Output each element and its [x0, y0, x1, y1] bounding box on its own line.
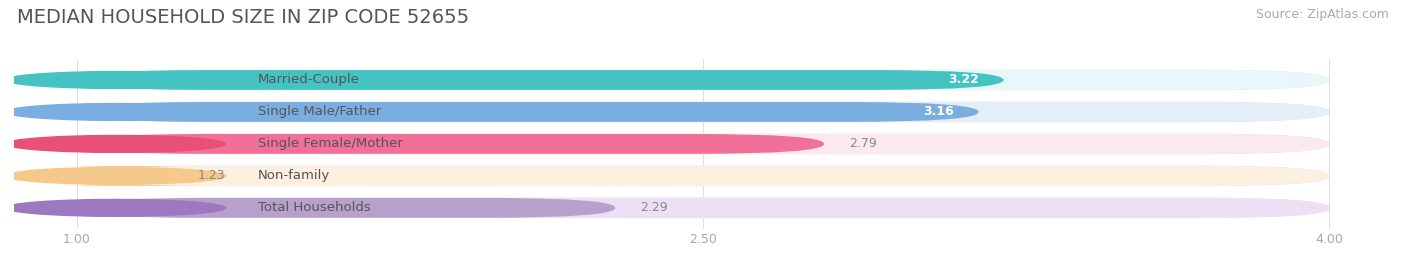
Text: 3.16: 3.16 [922, 105, 953, 118]
FancyBboxPatch shape [77, 198, 1329, 218]
Text: Single Male/Father: Single Male/Father [257, 105, 381, 118]
FancyBboxPatch shape [77, 70, 1329, 90]
FancyBboxPatch shape [77, 166, 1329, 186]
Circle shape [6, 72, 225, 89]
FancyBboxPatch shape [77, 198, 616, 218]
Text: Married-Couple: Married-Couple [257, 73, 360, 86]
FancyBboxPatch shape [44, 166, 207, 186]
FancyBboxPatch shape [77, 198, 1329, 218]
Text: Source: ZipAtlas.com: Source: ZipAtlas.com [1256, 8, 1389, 21]
Text: MEDIAN HOUSEHOLD SIZE IN ZIP CODE 52655: MEDIAN HOUSEHOLD SIZE IN ZIP CODE 52655 [17, 8, 470, 27]
FancyBboxPatch shape [77, 102, 1329, 122]
Text: Non-family: Non-family [257, 169, 330, 182]
Text: 2.29: 2.29 [640, 201, 668, 214]
Text: 3.22: 3.22 [948, 73, 979, 86]
FancyBboxPatch shape [77, 166, 1329, 186]
FancyBboxPatch shape [77, 102, 979, 122]
FancyBboxPatch shape [77, 134, 824, 154]
Text: 2.79: 2.79 [849, 137, 877, 150]
FancyBboxPatch shape [77, 70, 1004, 90]
FancyBboxPatch shape [77, 70, 1329, 90]
Circle shape [6, 136, 225, 152]
Text: Total Households: Total Households [257, 201, 371, 214]
Circle shape [6, 199, 225, 216]
FancyBboxPatch shape [77, 134, 1329, 154]
FancyBboxPatch shape [77, 102, 1329, 122]
Circle shape [6, 168, 225, 184]
Text: 1.23: 1.23 [198, 169, 225, 182]
Circle shape [6, 104, 225, 120]
FancyBboxPatch shape [77, 134, 1329, 154]
Text: Single Female/Mother: Single Female/Mother [257, 137, 402, 150]
